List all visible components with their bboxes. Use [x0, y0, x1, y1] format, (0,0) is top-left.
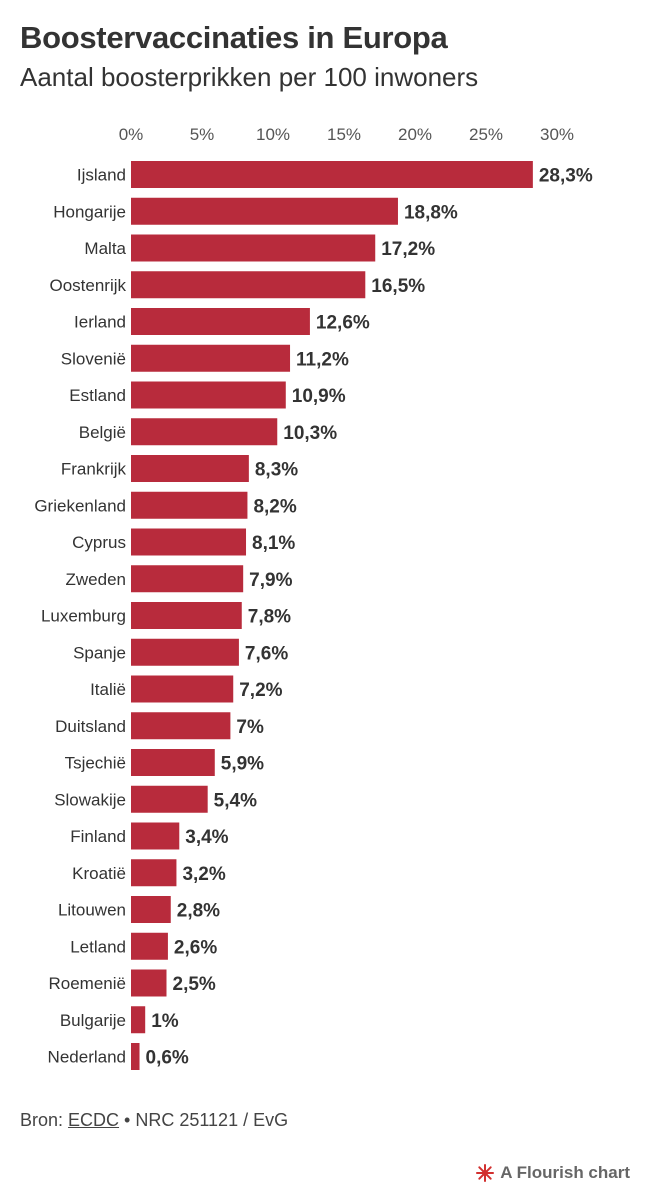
value-label: 7,8% [248, 607, 291, 628]
value-label: 1% [151, 1011, 179, 1032]
value-label: 0,6% [146, 1048, 189, 1069]
category-label: Roemenië [49, 974, 127, 993]
x-tick-label: 25% [469, 125, 503, 144]
bar [131, 455, 249, 482]
source-line: Bron: ECDC • NRC 251121 / EvG [20, 1110, 288, 1131]
bar [131, 1043, 140, 1070]
value-label: 8,3% [255, 460, 298, 481]
value-label: 5,9% [221, 754, 264, 775]
value-label: 18,8% [404, 202, 458, 223]
bar [131, 896, 171, 923]
value-label: 3,2% [182, 864, 225, 885]
value-label: 11,2% [296, 349, 349, 370]
category-label: Griekenland [34, 496, 126, 515]
category-label: Oostenrijk [49, 276, 126, 295]
category-label: Frankrijk [61, 460, 127, 479]
category-label: Duitsland [55, 717, 126, 736]
value-label: 10,3% [283, 423, 337, 444]
value-label: 2,8% [177, 901, 220, 922]
bar [131, 161, 533, 188]
bar [131, 491, 248, 519]
flourish-logo-icon [476, 1164, 495, 1182]
value-label: 8,1% [252, 533, 295, 554]
category-label: Nederland [48, 1048, 126, 1067]
bar [131, 602, 242, 629]
bar [131, 344, 291, 372]
bar-chart: 0% 5% 10% 15% 20% 25% 30% Ijsland 28,3% Hongarije… [34, 125, 593, 1070]
category-label: Hongarije [53, 202, 126, 221]
bar [131, 712, 231, 740]
bar [131, 675, 234, 703]
category-label: Ierland [74, 313, 126, 332]
value-label: 8,2% [253, 496, 296, 517]
category-label: Italië [90, 680, 126, 699]
flourish-credit[interactable]: A Flourish chart [476, 1163, 630, 1183]
bar [131, 749, 215, 776]
value-label: 17,2% [381, 239, 435, 260]
value-label: 3,4% [185, 827, 228, 848]
category-label: Slowakije [54, 790, 126, 809]
category-label: Luxemburg [41, 607, 126, 626]
bar [131, 822, 180, 850]
value-label: 7,2% [239, 680, 282, 701]
bar [131, 197, 398, 225]
source-link[interactable]: ECDC [68, 1110, 120, 1130]
x-tick-label: 20% [398, 125, 432, 144]
bar [131, 528, 247, 556]
category-label: Malta [84, 239, 126, 258]
category-label: Spanje [73, 643, 126, 662]
value-label: 12,6% [316, 313, 370, 334]
source-suffix: • NRC 251121 / EvG [119, 1110, 289, 1130]
flourish-credit-label: A Flourish chart [500, 1163, 630, 1182]
bar [131, 785, 208, 813]
category-label: België [79, 423, 126, 442]
bar [131, 308, 310, 335]
bar [131, 932, 168, 960]
category-label: Cyprus [72, 533, 126, 552]
bar [131, 565, 244, 593]
category-label: Litouwen [58, 901, 126, 920]
value-label: 7% [236, 717, 264, 738]
category-label: Tsjechië [65, 754, 126, 773]
chart-title: Boostervaccinaties in Europa [20, 20, 448, 55]
value-label: 2,5% [173, 974, 216, 995]
category-label: Kroatië [72, 864, 126, 883]
x-tick-label: 0% [119, 125, 144, 144]
category-label: Ijsland [77, 166, 126, 185]
category-label: Zweden [66, 570, 126, 589]
category-label: Bulgarije [60, 1011, 126, 1030]
category-label: Letland [70, 937, 126, 956]
x-tick-label: 30% [540, 125, 574, 144]
bar [131, 271, 366, 299]
bar [131, 234, 376, 262]
category-label: Estland [69, 386, 126, 405]
bar [131, 418, 278, 446]
x-tick-label: 15% [327, 125, 361, 144]
value-label: 16,5% [371, 276, 425, 297]
bar [131, 1006, 146, 1034]
value-label: 2,6% [174, 937, 217, 958]
bar [131, 381, 286, 409]
source-prefix: Bron: [20, 1110, 69, 1130]
value-label: 5,4% [214, 790, 257, 811]
value-label: 10,9% [292, 386, 346, 407]
bar [131, 969, 167, 997]
chart-subtitle: Aantal boosterprikken per 100 inwoners [20, 62, 479, 92]
value-label: 28,3% [539, 166, 593, 187]
bar [131, 638, 239, 666]
category-label: Slovenië [61, 349, 126, 368]
x-tick-label: 10% [256, 125, 290, 144]
category-label: Finland [70, 827, 126, 846]
value-label: 7,6% [245, 643, 288, 664]
x-tick-label: 5% [190, 125, 215, 144]
bar [131, 859, 177, 887]
value-label: 7,9% [249, 570, 292, 591]
